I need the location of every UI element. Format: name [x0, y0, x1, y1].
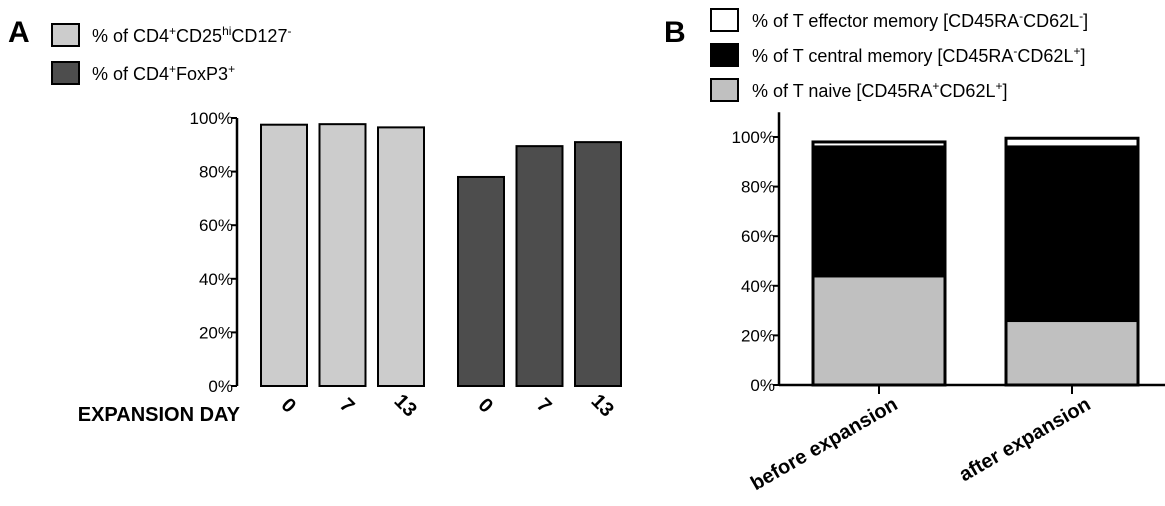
- stack-central-0: [811, 145, 947, 278]
- legend-label-central: % of T central memory [CD45RA-CD62L+]: [752, 44, 1085, 66]
- panel-a-label: A: [8, 16, 30, 49]
- stack-naive-1: [1004, 319, 1140, 387]
- legend-label-effector: % of T effector memory [CD45RA-CD62L-]: [752, 9, 1088, 31]
- panel-a-x-tick-label: 0: [277, 394, 300, 417]
- legend-label-naive: % of T naive [CD45RA+CD62L+]: [752, 79, 1008, 101]
- panel-a-y-tick-label: 20%: [199, 323, 233, 342]
- bar-foxp3-day-13: [574, 141, 622, 387]
- panel-a-x-tick-label: 0: [474, 394, 497, 417]
- legend-label-foxp3: % of CD4+FoxP3+: [92, 62, 235, 84]
- panel-b-bars: [811, 136, 1140, 387]
- legend-swatch-effector: [710, 8, 739, 32]
- panel-b-y-tick-label: 80%: [741, 178, 775, 197]
- panel-a-x-axis-label: EXPANSION DAY: [78, 404, 241, 426]
- panel-b-x-tick-labels: before expansion after expansion: [747, 393, 1094, 495]
- legend-swatch-central: [710, 43, 739, 67]
- panel-b-y-tick-label: 20%: [741, 326, 775, 345]
- bar-foxp3-day-7: [515, 145, 564, 387]
- stack-effector-1: [1004, 136, 1140, 149]
- stack-effector-0: [811, 140, 947, 149]
- stack-naive-0: [811, 274, 947, 387]
- panel-a-y-tick-label: 40%: [199, 270, 233, 289]
- panel-b-y-axis: 0% 20% 40% 60% 80% 100%: [732, 112, 1165, 395]
- bar-foxp3-day-0: [457, 175, 505, 387]
- panel-b-x-tick-label: after expansion: [955, 393, 1094, 486]
- panel-b-label: B: [664, 16, 686, 49]
- panel-a-x-tick-label: 13: [587, 390, 618, 421]
- stack-central-1: [1004, 145, 1140, 323]
- legend-swatch-foxp3: [51, 61, 80, 85]
- bar-cd25-day-0: [260, 123, 308, 387]
- panel-a-y-tick-label: 60%: [199, 216, 233, 235]
- legend-swatch-naive: [710, 78, 739, 102]
- bar-cd25-day-7: [318, 123, 367, 387]
- panel-b-y-tick-label: 100%: [732, 128, 775, 147]
- panel-a-x-tick-label: 7: [335, 394, 358, 417]
- legend-label-cd25: % of CD4+CD25hiCD127-: [92, 24, 291, 46]
- panel-a-x-tick-labels: 0 7 13 0 7 13: [277, 390, 618, 421]
- panel-a-x-tick-label: 13: [390, 390, 421, 421]
- panel-b-y-tick-label: 40%: [741, 277, 775, 296]
- panel-a-y-tick-label: 0%: [208, 377, 233, 396]
- panel-a-y-axis: 0% 20% 40% 60% 80% 100%: [190, 109, 239, 396]
- panel-a-bars: [260, 123, 622, 387]
- panel-b-y-tick-label: 60%: [741, 227, 775, 246]
- panel-a-x-tick-label: 7: [532, 394, 555, 417]
- panel-b-y-tick-label: 0%: [750, 376, 775, 395]
- panel-a-y-tick-label: 80%: [199, 163, 233, 182]
- panel-b-x-tick-label: before expansion: [747, 393, 901, 495]
- panel-a-y-tick-label: 100%: [190, 109, 233, 128]
- legend-swatch-cd25: [51, 23, 80, 47]
- bar-cd25-day-13: [377, 126, 425, 387]
